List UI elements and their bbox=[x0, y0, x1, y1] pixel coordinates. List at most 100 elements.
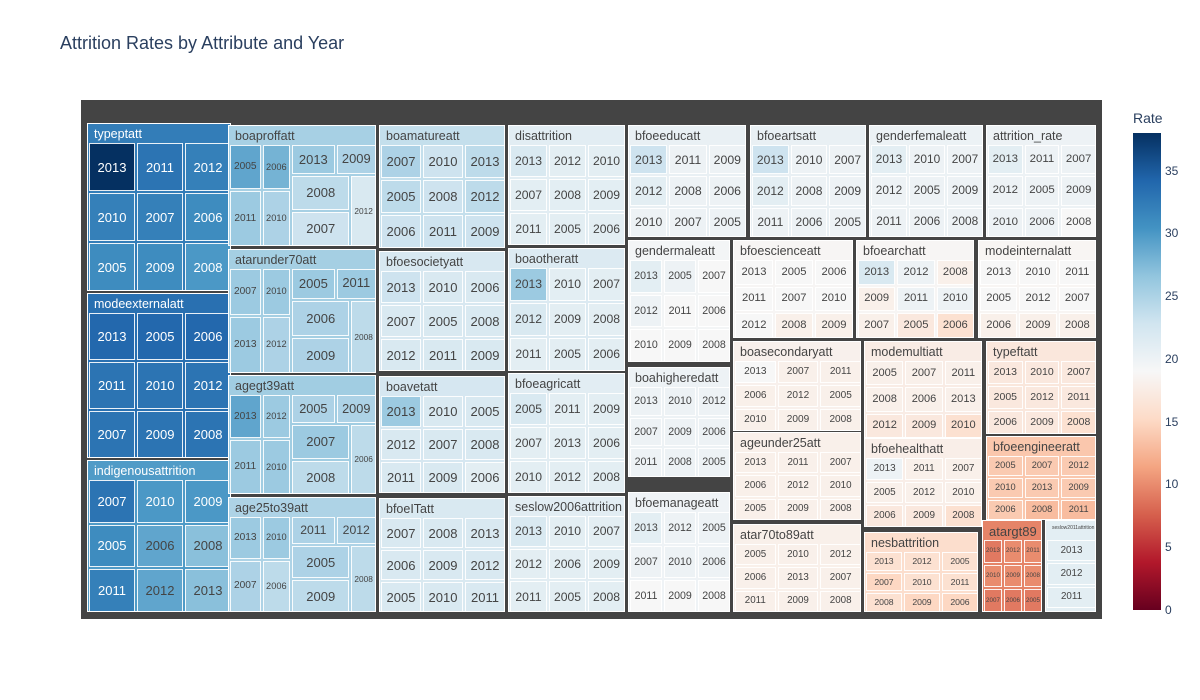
treemap-leaf[interactable]: 2005 bbox=[775, 260, 813, 285]
treemap-leaf[interactable]: 2009 bbox=[1061, 478, 1095, 498]
treemap-leaf[interactable]: 2007 bbox=[1024, 456, 1060, 476]
treemap-leaf[interactable]: 2009 bbox=[137, 411, 183, 457]
treemap-leaf[interactable]: 2013 bbox=[630, 260, 662, 293]
treemap-leaf[interactable]: 2008 bbox=[351, 546, 375, 611]
treemap-leaf[interactable]: 2005 bbox=[829, 207, 865, 236]
treemap-leaf[interactable]: 2005 bbox=[988, 456, 1023, 476]
treemap-leaf[interactable]: 2007 bbox=[905, 361, 943, 386]
treemap-leaf[interactable]: 2005 bbox=[292, 269, 335, 299]
treemap-leaf[interactable]: 2012 bbox=[381, 339, 421, 370]
treemap-leaf[interactable]: 2012 bbox=[1047, 563, 1095, 585]
treemap-leaf[interactable]: 2009 bbox=[858, 286, 896, 312]
treemap-leaf[interactable]: 2007 bbox=[230, 560, 261, 611]
treemap-leaf[interactable]: 2013 bbox=[549, 427, 586, 459]
treemap-leaf[interactable]: 2010 bbox=[790, 145, 828, 175]
treemap-leaf[interactable]: 2010 bbox=[262, 269, 291, 315]
treemap-leaf[interactable]: 2008 bbox=[292, 460, 350, 493]
treemap-leaf[interactable]: 2005 bbox=[897, 313, 935, 337]
treemap-leaf[interactable]: 2011 bbox=[381, 462, 421, 492]
treemap-leaf[interactable]: 2007 bbox=[944, 458, 981, 480]
treemap-leaf[interactable]: 2009 bbox=[588, 179, 624, 211]
treemap-group-agegt39att[interactable]: agegt39att 2013 2012 2005 2009 2007 2011 2010 20… bbox=[228, 375, 376, 494]
treemap-leaf[interactable]: 2007 bbox=[820, 567, 860, 589]
treemap-leaf[interactable]: 2011 bbox=[549, 393, 586, 425]
treemap-leaf[interactable]: 2006 bbox=[549, 548, 586, 580]
treemap-leaf[interactable]: 2010 bbox=[909, 145, 945, 175]
treemap-leaf[interactable]: 2011 bbox=[735, 590, 776, 611]
treemap-leaf[interactable]: 2008 bbox=[1024, 564, 1041, 588]
treemap-leaf[interactable]: 2006 bbox=[588, 338, 624, 370]
treemap-group-genderfemaleatt[interactable]: genderfemaleatt 2013 2010 2007 2012 2005 2009 2… bbox=[869, 125, 983, 237]
treemap-leaf[interactable]: 2010 bbox=[588, 145, 624, 177]
treemap-leaf[interactable]: 2009 bbox=[465, 215, 504, 247]
treemap-leaf[interactable]: 2013 bbox=[858, 260, 896, 285]
treemap-leaf[interactable]: 2012 bbox=[630, 176, 668, 206]
treemap-group-atarunder70att[interactable]: atarunder70att 2007 2010 2005 2011 2006 2013 20… bbox=[228, 249, 376, 373]
treemap-leaf[interactable]: 2007 bbox=[1061, 361, 1095, 384]
treemap-leaf[interactable]: 2012 bbox=[137, 569, 183, 611]
treemap-leaf[interactable]: 2009 bbox=[423, 550, 463, 580]
treemap-group-modeinternalatt[interactable]: modeinternalatt 2013 2010 2011 2005 2012 2007 2… bbox=[978, 240, 1096, 338]
treemap-leaf[interactable]: 2010 bbox=[944, 413, 981, 437]
treemap-leaf[interactable]: 2009 bbox=[137, 243, 183, 290]
treemap-leaf[interactable]: 2007 bbox=[230, 269, 261, 315]
treemap-leaf[interactable]: 2009 bbox=[664, 329, 696, 361]
treemap-leaf[interactable]: 2007 bbox=[89, 480, 135, 523]
treemap-leaf[interactable]: 2012 bbox=[465, 180, 504, 213]
treemap-leaf[interactable]: 2012 bbox=[1019, 286, 1057, 312]
treemap-group-attrition-rate[interactable]: attrition_rate 2013 2011 2007 2012 2005 2009 20… bbox=[986, 125, 1096, 237]
treemap-leaf[interactable]: 2010 bbox=[630, 207, 668, 236]
treemap-leaf[interactable]: 2007 bbox=[89, 411, 135, 457]
treemap-leaf[interactable]: 2008 bbox=[465, 429, 504, 460]
treemap-leaf[interactable]: 2008 bbox=[423, 518, 463, 548]
treemap-leaf[interactable]: 2005 bbox=[698, 448, 729, 476]
treemap-leaf[interactable]: 2008 bbox=[1061, 411, 1095, 433]
treemap-leaf[interactable]: 2006 bbox=[185, 193, 230, 241]
treemap-leaf[interactable]: 2005 bbox=[909, 176, 945, 206]
treemap-leaf[interactable]: 2011 bbox=[510, 213, 547, 244]
treemap-leaf[interactable]: 2011 bbox=[669, 145, 707, 175]
treemap-leaf[interactable]: 2006 bbox=[866, 505, 904, 526]
treemap-leaf[interactable]: 2011 bbox=[1061, 500, 1095, 519]
treemap-leaf[interactable]: 2011 bbox=[1058, 260, 1095, 285]
treemap-leaf[interactable]: 2006 bbox=[988, 500, 1023, 519]
treemap-leaf[interactable]: 2009 bbox=[777, 590, 819, 611]
treemap-leaf[interactable]: 2010 bbox=[423, 582, 463, 611]
treemap-leaf[interactable]: 2009 bbox=[777, 498, 819, 519]
treemap-group-boahigheredatt[interactable]: boahigheredatt 2013 2010 2012 2007 2009 2006 20… bbox=[628, 367, 730, 477]
treemap-leaf[interactable]: 2011 bbox=[510, 338, 547, 370]
treemap-leaf[interactable]: 2011 bbox=[230, 440, 261, 493]
treemap-leaf[interactable]: 2006 bbox=[292, 300, 350, 336]
treemap-group-bfoehealthatt[interactable]: bfoehealthatt 2013 2011 2007 2005 2012 2010 200… bbox=[864, 438, 982, 527]
treemap-leaf[interactable]: 2008 bbox=[698, 580, 729, 611]
treemap-leaf[interactable]: 2012 bbox=[988, 176, 1023, 206]
treemap-leaf[interactable]: 2009 bbox=[549, 303, 586, 336]
treemap-leaf[interactable]: 2013 bbox=[866, 458, 904, 480]
treemap-leaf[interactable]: 2008 bbox=[669, 176, 707, 206]
treemap-group-boamatureatt[interactable]: boamatureatt 2007 2010 2013 2005 2008 2012 2006… bbox=[379, 125, 505, 248]
treemap-leaf[interactable]: 2005 bbox=[980, 286, 1018, 312]
treemap-leaf[interactable]: 2005 bbox=[423, 305, 463, 337]
treemap-leaf[interactable]: 2006 bbox=[1004, 589, 1022, 611]
treemap-group-bfoeartsatt[interactable]: bfoeartsatt 2013 2010 2007 2012 2008 2009 2011 2… bbox=[750, 125, 866, 237]
treemap-leaf[interactable]: 2005 bbox=[381, 180, 421, 213]
treemap-group-ageunder25att[interactable]: ageunder25att 2013 2011 2007 2006 2012 2010 200… bbox=[733, 432, 861, 520]
treemap-leaf[interactable]: 2010 bbox=[262, 191, 291, 245]
treemap-leaf[interactable]: 2008 bbox=[820, 498, 860, 519]
treemap-leaf[interactable]: 2009 bbox=[292, 580, 350, 611]
treemap-leaf[interactable]: 2013 bbox=[510, 516, 547, 547]
treemap-leaf[interactable]: 2005 bbox=[292, 546, 350, 579]
treemap-leaf[interactable]: 2008 bbox=[1058, 313, 1095, 337]
treemap-leaf[interactable]: 2006 bbox=[698, 546, 729, 578]
treemap-leaf[interactable]: 2006 bbox=[137, 524, 183, 568]
treemap-leaf[interactable]: 2011 bbox=[820, 361, 860, 383]
treemap-leaf[interactable]: 2011 bbox=[871, 207, 907, 236]
treemap-leaf[interactable]: 2013 bbox=[871, 145, 907, 175]
treemap-leaf[interactable]: 2006 bbox=[790, 207, 828, 236]
treemap-leaf[interactable]: 2009 bbox=[292, 337, 350, 372]
treemap-leaf[interactable]: 2012 bbox=[262, 395, 291, 439]
treemap-leaf[interactable]: 2008 bbox=[820, 409, 860, 430]
treemap-leaf[interactable]: 2011 bbox=[664, 294, 696, 328]
treemap-leaf[interactable]: 2013 bbox=[630, 512, 662, 544]
treemap-leaf[interactable]: 2010 bbox=[988, 478, 1023, 498]
